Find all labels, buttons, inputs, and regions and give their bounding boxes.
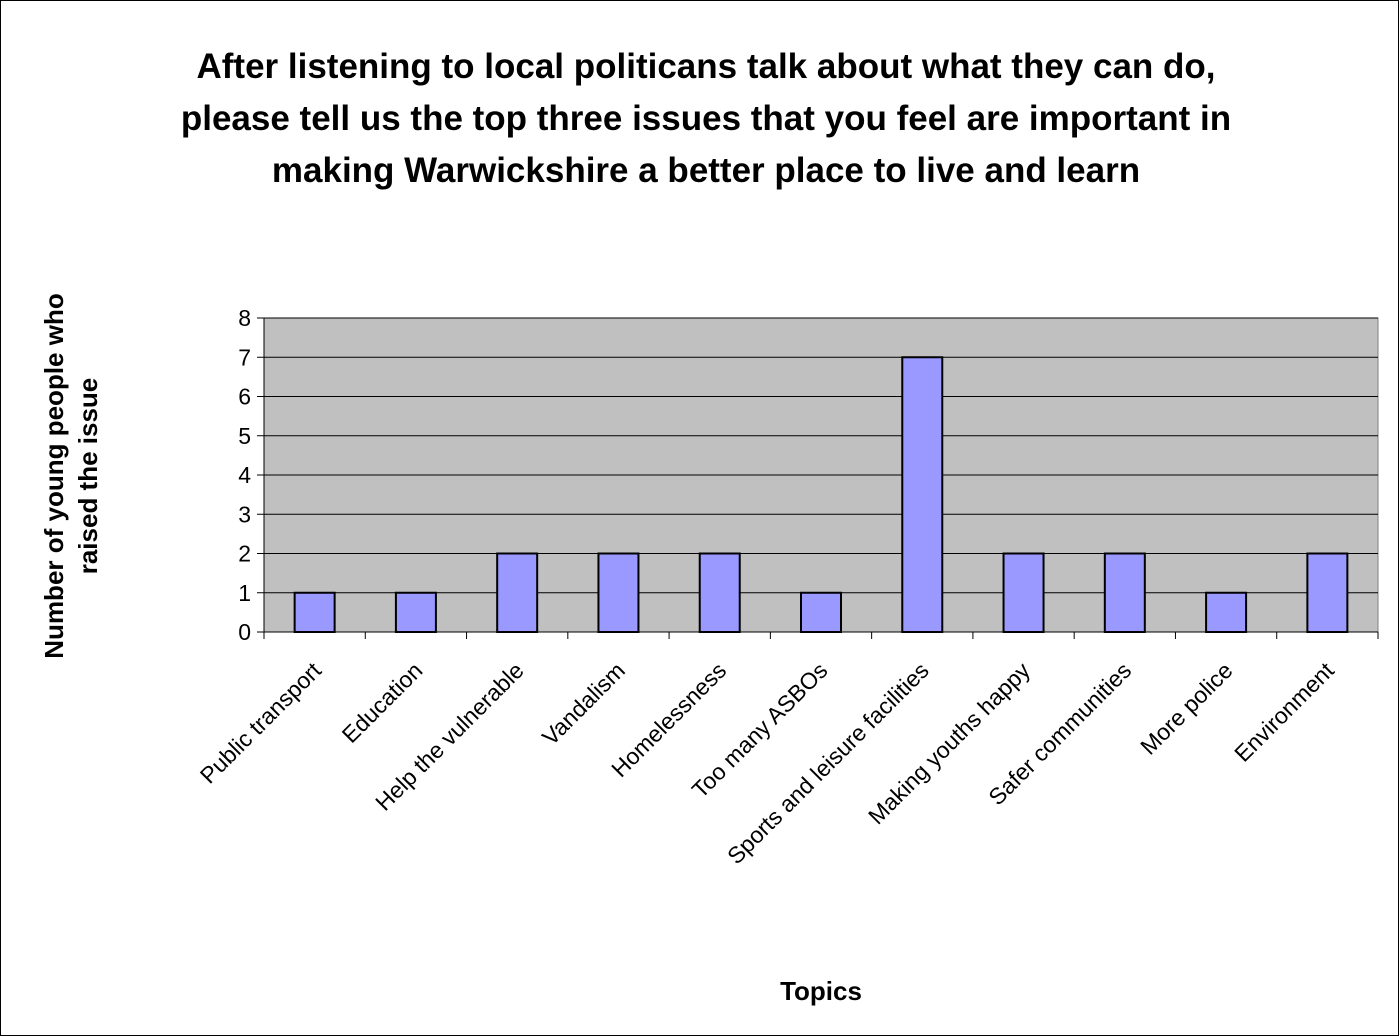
chart-title: After listening to local politicans talk…: [180, 47, 1232, 190]
y-tick-label: 0: [238, 619, 251, 645]
y-tick-label: 4: [238, 462, 251, 488]
bar: [293, 591, 336, 633]
y-axis-label-line2: raised the issue: [73, 378, 103, 575]
x-category-label: Education: [337, 657, 428, 748]
bar: [1103, 552, 1146, 633]
y-tick-label: 2: [238, 541, 251, 567]
bar: [1002, 552, 1045, 633]
y-tick-label: 8: [238, 305, 251, 331]
y-tick-label: 6: [238, 384, 251, 410]
y-axis-label-line1: Number of young people who: [39, 293, 69, 658]
bar: [1205, 591, 1248, 633]
bar: [800, 591, 842, 633]
bar: [597, 552, 640, 633]
bar: [901, 356, 944, 633]
y-tick-label: 1: [238, 580, 251, 606]
y-tick-label: 3: [238, 501, 251, 527]
x-category-label: Sports and leisure facilities: [722, 657, 934, 869]
x-category-label: Environment: [1229, 657, 1339, 767]
y-tick-label: 5: [238, 423, 251, 449]
y-axis-label: Number of young people who raised the is…: [31, 241, 111, 711]
bar: [698, 552, 741, 633]
x-axis-label: Topics: [780, 976, 862, 1006]
x-category-label: Public transport: [195, 657, 327, 789]
x-category-label: More police: [1135, 657, 1237, 759]
bar: [496, 552, 539, 633]
y-tick-label: 7: [238, 344, 251, 370]
x-category-label: Vandalism: [537, 657, 630, 750]
bar: [394, 591, 437, 633]
bar: [1306, 552, 1349, 633]
